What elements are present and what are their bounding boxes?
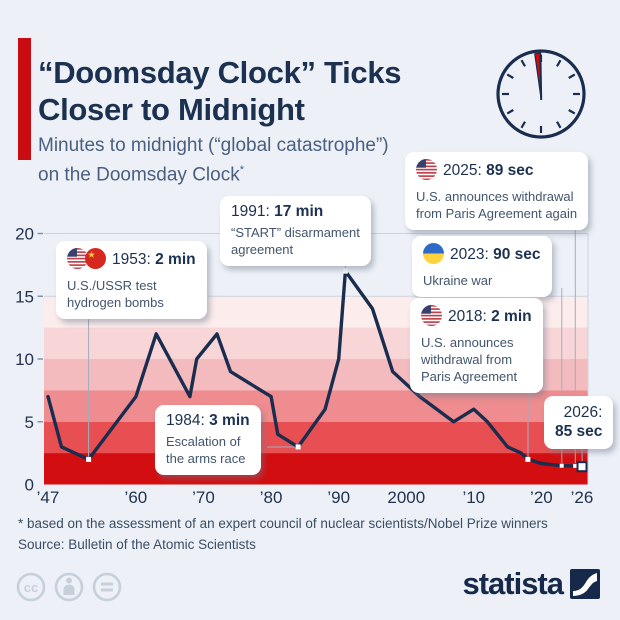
annotation-year: 2023: [450, 246, 489, 263]
annotation-title: 1991: 17 min [231, 203, 360, 221]
y-axis-label-10: 10 [15, 350, 34, 369]
x-axis-label: ’10 [462, 488, 485, 507]
cc-nd-icon[interactable] [92, 572, 122, 602]
footnote-marker: * [239, 164, 244, 176]
data-marker-2026-current [576, 461, 588, 473]
data-marker-1953 [86, 456, 92, 462]
cc-license-icons[interactable]: cc [12, 558, 124, 604]
annotation-value: 3 min [209, 412, 250, 429]
annotation-value: 2 min [155, 251, 196, 268]
y-axis-label-5: 5 [25, 413, 34, 432]
subtitle-line2: on the Doomsday Clock [38, 164, 240, 186]
annotation-year: 1953: [112, 251, 151, 268]
subtitle-line1: Minutes to midnight (“global catastrophe… [38, 135, 389, 156]
annotation-body: U.S. announces withdrawal from Paris Agr… [421, 335, 518, 384]
statista-logo[interactable]: statista [462, 566, 600, 602]
x-axis-label: ’80 [260, 488, 283, 507]
annotation-title: 2023: 90 sec [423, 243, 541, 269]
x-axis-label: ’47 [37, 488, 60, 507]
x-axis-label: ’70 [192, 488, 215, 507]
data-marker-1991 [342, 268, 348, 274]
x-axis-label: ’20 [530, 488, 553, 507]
annotation-value: 89 sec [486, 162, 534, 179]
annotation-year: 2026: [563, 404, 603, 421]
footnote: * based on the assessment of an expert c… [18, 513, 548, 555]
source-text: Source: Bulletin of the Atomic Scientist… [18, 537, 256, 552]
accent-bar [18, 38, 31, 160]
page-title: “Doomsday Clock” Ticks Closer to Midnigh… [38, 54, 402, 127]
doomsday-clock-icon [496, 49, 586, 139]
y-axis-label-20: 20 [15, 225, 34, 244]
risk-band-5 [44, 390, 588, 422]
annotation-value: 2 min [491, 308, 532, 325]
x-axis-label: ’26 [571, 488, 594, 507]
annotation-title: 1953: 2 min [67, 248, 196, 274]
us-flag-icon [67, 248, 88, 274]
annotation-body: U.S. announces withdrawal from Paris Agr… [416, 189, 578, 221]
annotation-value: 90 sec [493, 246, 541, 263]
doomsday-clock-line [46, 269, 584, 469]
data-marker-2025 [573, 463, 578, 468]
us-flag-icon [421, 305, 442, 331]
annotation-2023: 2023: 90 sec Ukraine war [412, 236, 552, 297]
annotation-year: 2018: [448, 308, 487, 325]
annotation-1991: 1991: 17 min “START” disarmament agreeme… [220, 196, 371, 266]
annotation-body: Ukraine war [423, 273, 493, 288]
subtitle: Minutes to midnight (“global catastrophe… [38, 133, 468, 187]
x-axis-label: ’60 [125, 488, 148, 507]
annotation-2025: 2025: 89 sec U.S. announces withdrawal f… [405, 152, 589, 230]
annotation-year: 1991: [231, 203, 270, 220]
annotation-2018: 2018: 2 min U.S. announces withdrawal fr… [410, 298, 543, 393]
annotation-body: “START” disarmament agreement [231, 225, 360, 257]
statista-wordmark: statista [462, 566, 564, 601]
annotation-year: 2025: [443, 162, 482, 179]
data-marker-2018 [525, 456, 531, 462]
annotation-body: U.S./USSR test hydrogen bombs [67, 278, 164, 310]
y-axis-label-0: 0 [25, 476, 34, 495]
annotation-title: 2026: 85 sec [555, 403, 602, 441]
annotation-1984: 1984: 3 min Escalation of the arms race [155, 405, 261, 475]
annotation-title: 1984: 3 min [166, 412, 250, 430]
x-axis-label: ’90 [327, 488, 350, 507]
annotation-2026: 2026: 85 sec [544, 396, 614, 449]
risk-band-0 [44, 453, 588, 485]
svg-text:cc: cc [24, 580, 38, 595]
y-axis-label-15: 15 [15, 287, 34, 306]
annotation-1953: 1953: 2 min U.S./USSR test hydrogen bomb… [56, 241, 207, 319]
annotation-value: 85 sec [555, 423, 603, 440]
ussr-flag-icon [85, 248, 106, 274]
us-flag-icon [416, 159, 437, 185]
clock-minute-hand [539, 53, 543, 101]
risk-band-2.5 [44, 421, 588, 454]
data-marker-1984 [295, 444, 301, 450]
annotation-body: Escalation of the arms race [166, 434, 246, 466]
data-marker-2023 [559, 463, 564, 468]
annotation-title: 2018: 2 min [421, 305, 532, 331]
annotation-year: 1984: [166, 412, 205, 429]
cc-attribution-icon[interactable] [54, 572, 84, 602]
x-axis-label: 2000 [387, 488, 425, 507]
annotation-title: 2025: 89 sec [416, 159, 577, 185]
ukraine-flag-icon [423, 243, 444, 269]
statista-logo-mark [570, 569, 600, 599]
cc-icon[interactable]: cc [16, 572, 46, 602]
footnote-text: * based on the assessment of an expert c… [18, 516, 548, 531]
annotation-value: 17 min [274, 203, 324, 220]
